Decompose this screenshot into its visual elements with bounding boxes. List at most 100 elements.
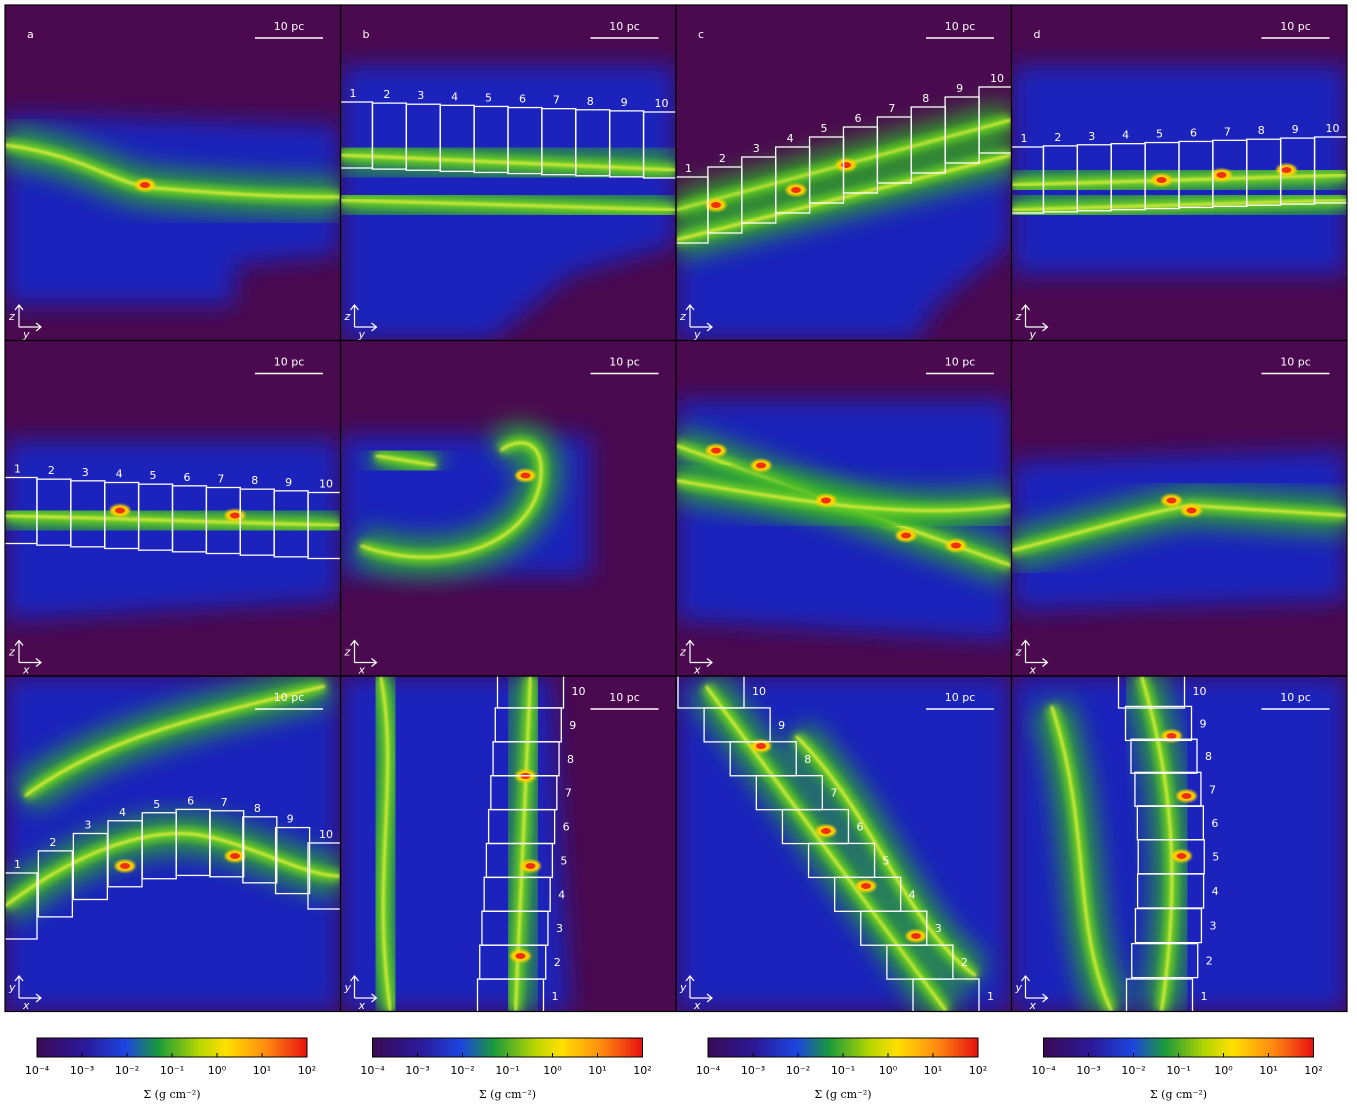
box-number: 2 [383, 88, 390, 101]
box-number: 10 [572, 685, 586, 698]
colorbar-tick-label: 10⁻¹ [1166, 1064, 1190, 1077]
box-number: 4 [451, 90, 458, 103]
box-number: 4 [787, 132, 794, 145]
box-number: 3 [556, 922, 563, 935]
box-number: 9 [569, 719, 576, 732]
colorbar-tick-label: 10⁻² [786, 1064, 810, 1077]
colorbar-tick-label: 10⁻² [115, 1064, 139, 1077]
axis-right-label: x [1029, 999, 1037, 1012]
box-number: 4 [909, 888, 916, 901]
box-number: 4 [1122, 129, 1129, 142]
box-number: 6 [1211, 817, 1218, 830]
box-number: 5 [1212, 851, 1219, 864]
colorbar-label: Σ (g cm⁻²) [479, 1088, 536, 1101]
axis-up-label: z [344, 310, 351, 323]
box-number: 3 [1209, 920, 1216, 933]
box-number: 5 [883, 854, 890, 867]
dense-core [861, 883, 871, 889]
dense-core [1182, 793, 1192, 799]
box-number: 3 [753, 142, 760, 155]
box-number: 6 [183, 471, 190, 484]
scale-bar-label: 10 pc [609, 691, 640, 704]
colorbar-tick-label: 10⁻³ [70, 1064, 94, 1077]
axis-right-label: y [693, 328, 701, 341]
dense-core [521, 473, 531, 479]
box-number: 10 [319, 828, 333, 841]
dense-core [115, 508, 125, 514]
box-number: 6 [187, 794, 194, 807]
colorbar: 10⁻⁴10⁻³10⁻²10⁻¹10⁰10¹10²Σ (g cm⁻²) [696, 1038, 987, 1101]
colorbar-label: Σ (g cm⁻²) [143, 1088, 200, 1101]
box-number: 1 [987, 990, 994, 1003]
scale-bar-label: 10 pc [1280, 691, 1311, 704]
scale-bar-label: 10 pc [274, 20, 305, 33]
dense-core [526, 863, 536, 869]
colorbar-tick-label: 10⁻¹ [495, 1064, 519, 1077]
panel-label: b [363, 28, 370, 41]
colorbar-tick-label: 10⁻⁴ [696, 1064, 721, 1077]
dense-core [901, 533, 911, 539]
panel: 1234567891010 pcyx [1012, 674, 1348, 1013]
dense-core [841, 162, 851, 168]
box-number: 6 [519, 93, 526, 106]
dense-core [516, 953, 526, 959]
panel: 12345678910d10 pczy [1010, 5, 1349, 341]
scale-bar-label: 10 pc [274, 691, 305, 704]
box-number: 4 [558, 888, 565, 901]
box-number: 7 [553, 94, 560, 107]
colorbar-tick-label: 10¹ [588, 1064, 606, 1077]
box-number: 9 [956, 82, 963, 95]
colorbar-tick-label: 10⁻³ [1076, 1064, 1100, 1077]
colorbar-tick-label: 10⁻² [1121, 1064, 1145, 1077]
box-number: 7 [565, 787, 572, 800]
box-number: 1 [552, 990, 559, 1003]
box-number: 10 [752, 685, 766, 698]
dense-core [230, 853, 240, 859]
colorbar-tick-label: 10⁰ [879, 1064, 898, 1077]
box-number: 8 [251, 474, 258, 487]
dense-core [1187, 508, 1197, 514]
dense-core [711, 202, 721, 208]
scale-bar-label: 10 pc [945, 691, 976, 704]
box-number: 6 [563, 821, 570, 834]
axis-right-label: x [1029, 664, 1037, 677]
box-number: 4 [1212, 885, 1219, 898]
colorbar-tick-label: 10⁰ [1214, 1064, 1233, 1077]
colorbar-tick-label: 10¹ [924, 1064, 942, 1077]
box-number: 2 [1206, 955, 1213, 968]
box-number: 7 [1209, 783, 1216, 796]
axis-up-label: z [1015, 310, 1022, 323]
box-number: 3 [417, 89, 424, 102]
box-number: 8 [804, 753, 811, 766]
scale-bar-label: 10 pc [609, 356, 640, 369]
axis-right-label: y [22, 328, 30, 341]
box-number: 4 [119, 806, 126, 819]
box-number: 3 [935, 922, 942, 935]
box-number: 1 [685, 162, 692, 175]
scale-bar-label: 10 pc [1280, 20, 1311, 33]
colorbar-tick-label: 10² [633, 1064, 651, 1077]
colorbar-tick-label: 10⁻¹ [160, 1064, 184, 1077]
axis-up-label: z [679, 646, 686, 659]
box-number: 3 [1088, 130, 1095, 143]
box-number: 2 [961, 956, 968, 969]
axis-up-label: y [1015, 981, 1023, 994]
axis-right-label: x [693, 999, 701, 1012]
box-number: 2 [48, 464, 55, 477]
colorbar-tick-label: 10⁻² [450, 1064, 474, 1077]
panel: 10 pczx [1012, 341, 1348, 677]
box-number: 7 [1224, 125, 1231, 138]
dense-core [1177, 853, 1187, 859]
colorbar-tick-label: 10⁻⁴ [25, 1064, 50, 1077]
axis-right-label: x [358, 999, 366, 1012]
colorbar-tick-label: 10⁰ [208, 1064, 227, 1077]
dense-core [1167, 733, 1177, 739]
box-number: 5 [560, 854, 567, 867]
dense-core [1217, 172, 1227, 178]
dense-core [756, 743, 766, 749]
box-number: 7 [221, 796, 228, 809]
box-number: 1 [350, 87, 357, 100]
axis-up-label: y [8, 981, 16, 994]
